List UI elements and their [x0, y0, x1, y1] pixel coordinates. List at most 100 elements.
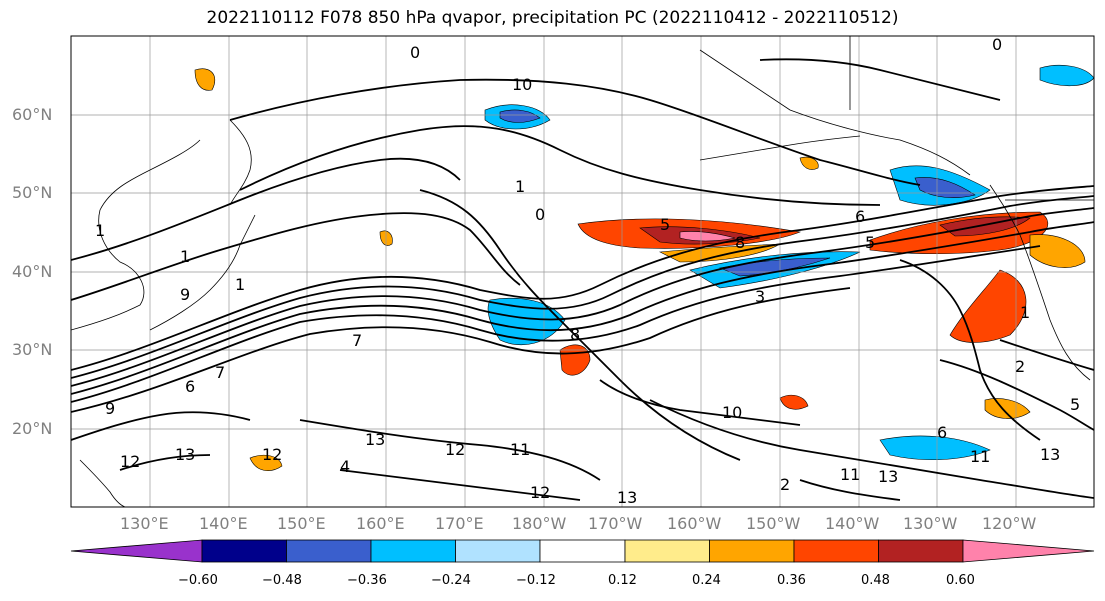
- colorbar-tick-label: −0.12: [516, 573, 556, 588]
- colorbar-tick-label: −0.36: [347, 573, 387, 588]
- lon-label: 160°W: [667, 514, 722, 533]
- contour-label: 7: [215, 363, 225, 382]
- california-precip: [949, 269, 1027, 343]
- colorbar-tick-label: 0.12: [608, 573, 637, 588]
- contour-label: 12: [262, 445, 282, 464]
- contour-label: 1: [235, 275, 245, 294]
- contour-label: 6: [185, 377, 195, 396]
- contour-label: 10: [512, 75, 532, 94]
- contour-label: 13: [175, 445, 195, 464]
- lon-label: 160°E: [356, 514, 405, 533]
- positive-precip-west: [194, 68, 216, 91]
- alaska-coast: [699, 49, 971, 176]
- colorbar-tick-label: 0.48: [861, 573, 890, 588]
- colorbar-high-extend: [962, 539, 1095, 563]
- map-title: 2022110112 F078 850 hPa qvapor, precipit…: [206, 8, 899, 28]
- contour-label: 11: [510, 440, 530, 459]
- contour-label: 0: [410, 43, 420, 62]
- lat-label: 50°N: [12, 183, 53, 202]
- contour-label: 1: [1020, 303, 1030, 322]
- lon-label: 170°W: [588, 514, 643, 533]
- contour-label: 1: [180, 247, 190, 266]
- colorbar-segment: [539, 539, 626, 563]
- contour-label: 13: [365, 430, 385, 449]
- lat-label: 60°N: [12, 105, 53, 124]
- colorbar-segment: [709, 539, 795, 563]
- contour-label-group: 0 10 1 0 1 1 6 5 1 9 8 7 3 5 6 7 8 9 13 …: [95, 35, 1080, 507]
- contour-label: 3: [755, 287, 765, 306]
- contour-label: 9: [180, 285, 190, 304]
- kamchatka-coast: [229, 119, 252, 206]
- colorbar-tick-label: 0.36: [777, 573, 806, 588]
- lon-label: 150°E: [277, 514, 326, 533]
- contour-label: 1: [515, 177, 525, 196]
- contour-label: 6: [937, 423, 947, 442]
- positive-precip-sw: [249, 454, 283, 471]
- contour-label: 11: [970, 447, 990, 466]
- colorbar-segment: [793, 539, 879, 563]
- colorbar-segment: [286, 539, 372, 563]
- contour-label: 12: [530, 483, 550, 502]
- contour-label: 13: [1040, 445, 1060, 464]
- colorbar-tick-label: −0.48: [262, 573, 302, 588]
- asia-coast: [71, 139, 201, 331]
- colorbar-segment: [201, 539, 287, 563]
- japan-coast: [149, 214, 256, 331]
- colorbar-segment: [878, 539, 964, 563]
- negative-precip-north-core: [499, 109, 541, 123]
- lon-label: 130°W: [903, 514, 958, 533]
- positive-precip-se: [779, 394, 809, 410]
- contour-label: 6: [855, 207, 865, 226]
- qvapor-contours: [71, 58, 1094, 501]
- contour-label: 8: [570, 325, 580, 344]
- contour-label: 11: [840, 465, 860, 484]
- coastal-precip-strong: [939, 216, 1031, 237]
- map-frame: [70, 35, 1095, 508]
- california-precip-outer: [1029, 234, 1086, 268]
- lon-label: 170°E: [435, 514, 484, 533]
- contour-label: 13: [878, 467, 898, 486]
- graticule: [71, 36, 1094, 507]
- colorbar-tick-label: −0.60: [178, 573, 218, 588]
- colorbar-tick-label: 0.24: [692, 573, 721, 588]
- contour-label: 10: [722, 403, 742, 422]
- contour-label: 12: [120, 452, 140, 471]
- contour-label: 5: [1070, 395, 1080, 414]
- contour-label: 2: [780, 475, 790, 494]
- contour-label: 9: [105, 399, 115, 418]
- contour-label: 4: [340, 457, 350, 476]
- colorbar-tick-label: 0.60: [946, 573, 975, 588]
- lon-label: 180°W: [512, 514, 567, 533]
- na-west-coast: [989, 184, 1091, 381]
- taiwan-phil: [79, 459, 126, 507]
- contour-label: 5: [865, 233, 875, 252]
- colorbar-segment: [624, 539, 710, 563]
- lon-label: 140°W: [825, 514, 880, 533]
- colorbar-low-extend: [70, 539, 203, 563]
- colorbar-tick-label: −0.24: [431, 573, 471, 588]
- contour-label: 12: [445, 440, 465, 459]
- lon-label: 130°E: [120, 514, 169, 533]
- contour-label: 2: [1015, 357, 1025, 376]
- contour-label: 8: [735, 233, 745, 252]
- contour-label: 0: [535, 205, 545, 224]
- contour-label: 7: [352, 331, 362, 350]
- positive-precip-south: [984, 398, 1031, 419]
- peak-precip-core: [679, 231, 736, 242]
- contour-label: 13: [617, 488, 637, 507]
- lat-label: 20°N: [12, 419, 53, 438]
- contour-label: 5: [660, 215, 670, 234]
- colorbar: [70, 539, 1095, 563]
- colorbar-segment: [455, 539, 541, 563]
- lon-label: 150°W: [746, 514, 801, 533]
- lat-label: 30°N: [12, 340, 53, 359]
- aleutian-chain: [699, 135, 861, 161]
- contour-label: 1: [95, 221, 105, 240]
- lon-label: 140°E: [199, 514, 248, 533]
- lon-label: 120°W: [982, 514, 1037, 533]
- contour-label: 0: [992, 35, 1002, 54]
- lat-label: 40°N: [12, 262, 53, 281]
- negative-precip-south: [879, 435, 991, 461]
- colorbar-segment: [370, 539, 456, 563]
